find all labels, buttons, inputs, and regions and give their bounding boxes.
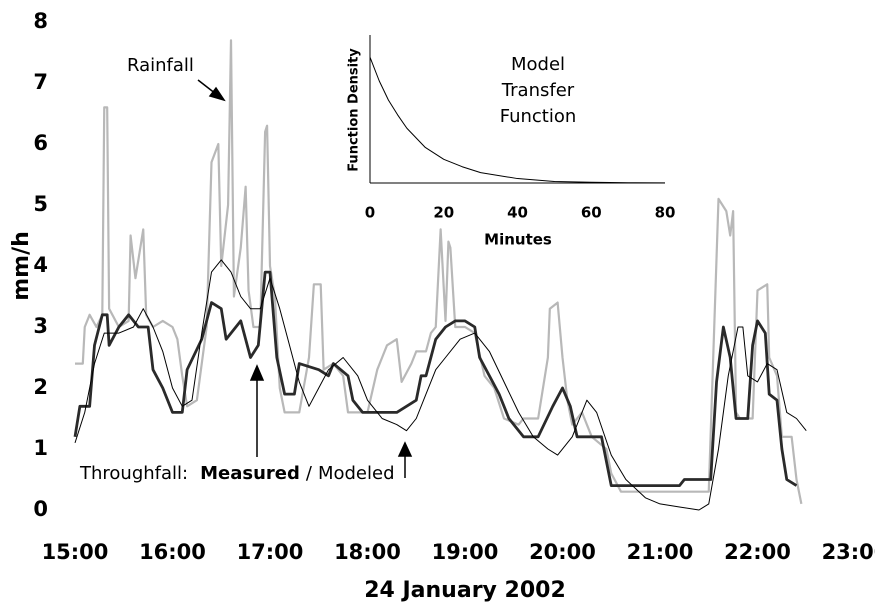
arrow-head: [397, 441, 413, 457]
x-tick-label: 60: [581, 204, 602, 222]
series-line: [369, 57, 666, 184]
y-axis-title: mm/h: [9, 231, 34, 301]
arrows: [197, 79, 413, 478]
inset-title: Transfer: [501, 80, 575, 101]
annotation: Throughfall:: [79, 463, 188, 484]
x-tick-label: 80: [655, 204, 676, 222]
y-tick-label: 5: [33, 192, 48, 216]
x-tick-label: 17:00: [237, 540, 304, 564]
legend-modeled: Modeled: [318, 463, 395, 484]
x-tick-label: 18:00: [334, 540, 401, 564]
y-tick-label: 4: [33, 253, 48, 277]
y-tick-label: 6: [33, 131, 48, 155]
x-tick-label: 19:00: [432, 540, 499, 564]
series-line: [73, 270, 798, 487]
y-tick-label: 1: [33, 436, 48, 460]
x-tick-label: 23:00: [822, 540, 875, 564]
arrow-head: [249, 364, 265, 381]
throughfall-label: Throughfall: Measured / Modeled: [79, 463, 395, 484]
y-tick-label: 7: [33, 70, 48, 94]
series-line: [75, 39, 803, 505]
series-line: [74, 259, 807, 511]
arrow-head: [208, 86, 226, 102]
rainfall-label: Rainfall: [127, 55, 194, 76]
x-tick-label: 0: [365, 204, 375, 222]
inset-x-axis-title: Minutes: [484, 231, 552, 249]
y-tick-label: 2: [33, 375, 48, 399]
inset-y-axis-title: Function Density: [347, 48, 362, 172]
y-tick-label: 0: [33, 497, 48, 521]
x-tick-label: 21:00: [627, 540, 694, 564]
x-tick-label: 20:00: [529, 540, 596, 564]
y-tick-label: 3: [33, 314, 48, 338]
x-tick-label: 40: [507, 204, 528, 222]
legend-measured: Measured: [200, 463, 300, 484]
inset-title: Function: [500, 106, 577, 127]
separator: /: [306, 463, 313, 484]
x-tick-label: 22:00: [724, 540, 791, 564]
x-axis-title: 24 January 2002: [364, 578, 566, 603]
inset-title: Model: [511, 54, 565, 75]
y-tick-label: 8: [33, 9, 48, 33]
x-tick-label: 16:00: [139, 540, 206, 564]
x-tick-label: 20: [433, 204, 454, 222]
x-tick-label: 15:00: [42, 540, 109, 564]
